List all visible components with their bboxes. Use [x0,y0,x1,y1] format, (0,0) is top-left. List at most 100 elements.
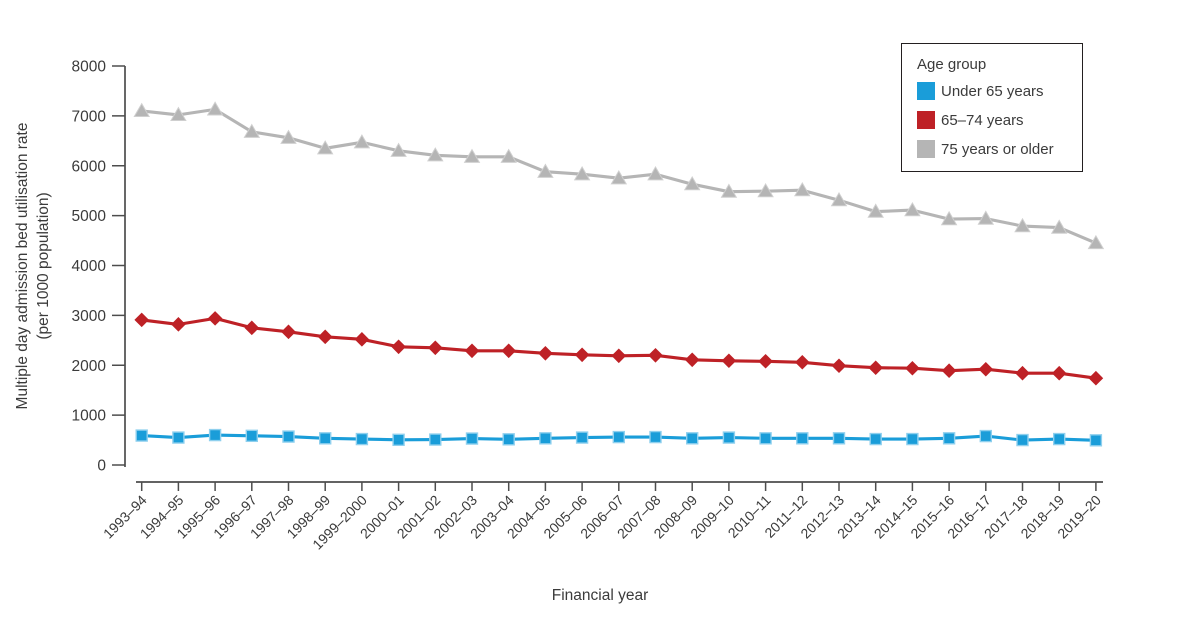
marker-diamond [207,311,223,326]
marker-square [1016,433,1029,447]
marker-triangle [280,129,297,144]
marker-diamond [244,320,260,336]
marker-diamond [317,329,333,345]
y-tick-label: 3000 [72,308,107,325]
marker-square [832,432,846,445]
marker-diamond [721,353,737,369]
y-tick-label: 7000 [72,108,107,125]
marker-diamond [538,345,553,361]
legend-item-75-older: 75 years or older [917,140,1082,158]
y-tick-label: 5000 [72,208,107,225]
marker-diamond [941,363,957,379]
marker-diamond [464,343,480,359]
marker-square [208,428,222,442]
legend-swatch-under-65 [917,82,935,100]
marker-triangle [463,148,481,163]
marker-triangle [610,170,628,185]
marker-diamond [684,352,700,368]
legend: Age group Under 65 years 65–74 years 75 … [901,43,1083,172]
marker-triangle [683,176,701,191]
marker-diamond [905,360,920,376]
marker-triangle [830,191,848,207]
marker-triangle [1087,234,1105,250]
marker-square [465,432,479,445]
marker-triangle [427,147,444,162]
marker-diamond [1051,365,1067,381]
marker-square [319,432,332,445]
y-tick-label: 1000 [72,408,107,425]
marker-diamond [171,317,186,332]
y-tick-label: 2000 [72,358,107,375]
marker-triangle [977,210,995,225]
y-tick-label: 0 [97,458,106,475]
marker-triangle [720,183,738,198]
marker-triangle [940,210,958,226]
marker-diamond [574,347,590,363]
y-axis-title-line2: (per 1000 population) [35,192,52,339]
x-axis-title: Financial year [552,587,649,604]
legend-item-65-74: 65–74 years [917,111,1082,129]
marker-triangle [904,201,921,217]
marker-diamond [795,354,810,370]
marker-triangle [500,148,517,163]
marker-square [392,433,405,447]
marker-square [869,432,882,446]
marker-triangle [1014,217,1031,233]
marker-triangle [1050,219,1068,234]
legend-title: Age group [917,56,987,73]
marker-diamond [281,324,296,340]
marker-square [502,433,515,446]
marker-square [906,432,919,446]
marker-diamond [501,343,516,359]
marker-square [796,432,809,445]
marker-square [282,430,295,443]
marker-square [722,431,736,444]
marker-square [429,433,442,446]
marker-triangle [170,106,187,121]
marker-square [612,430,625,444]
marker-triangle [390,142,407,157]
marker-triangle [243,123,261,138]
marker-square [1089,434,1103,447]
legend-label: 75 years or older [941,140,1054,158]
marker-diamond [868,360,883,376]
marker-triangle [573,166,591,181]
marker-diamond [354,332,370,347]
marker-diamond [978,361,994,377]
marker-square [942,432,956,445]
marker-square [539,432,552,445]
marker-diamond [648,347,663,363]
y-axis-title-line1: Multiple day admission bed utilisation r… [14,123,31,410]
marker-diamond [391,339,406,355]
marker-square [245,429,259,443]
marker-triangle [867,203,884,218]
marker-square [135,429,148,442]
y-tick-label: 6000 [72,158,107,175]
marker-triangle [537,163,554,178]
marker-triangle [794,181,811,197]
marker-triangle [647,166,664,181]
marker-triangle [206,101,224,116]
marker-square [979,429,992,443]
marker-square [575,431,589,444]
marker-square [759,432,772,445]
marker-diamond [428,340,443,356]
marker-triangle [353,134,371,149]
marker-triangle [133,102,150,117]
marker-diamond [831,358,847,374]
legend-label: Under 65 years [941,82,1044,100]
legend-item-under-65: Under 65 years [917,82,1082,100]
marker-square [355,432,369,446]
marker-square [172,431,185,444]
y-tick-label: 4000 [72,258,107,275]
marker-square [1052,432,1066,446]
legend-swatch-75-older [917,140,935,158]
legend-label: 65–74 years [941,111,1024,129]
marker-diamond [134,312,149,328]
marker-diamond [611,348,627,364]
marker-triangle [316,140,334,155]
marker-diamond [1088,370,1104,386]
